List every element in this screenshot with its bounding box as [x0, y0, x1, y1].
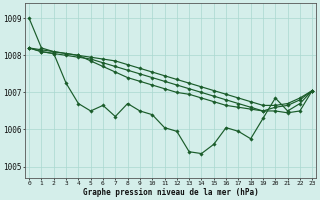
- X-axis label: Graphe pression niveau de la mer (hPa): Graphe pression niveau de la mer (hPa): [83, 188, 259, 197]
